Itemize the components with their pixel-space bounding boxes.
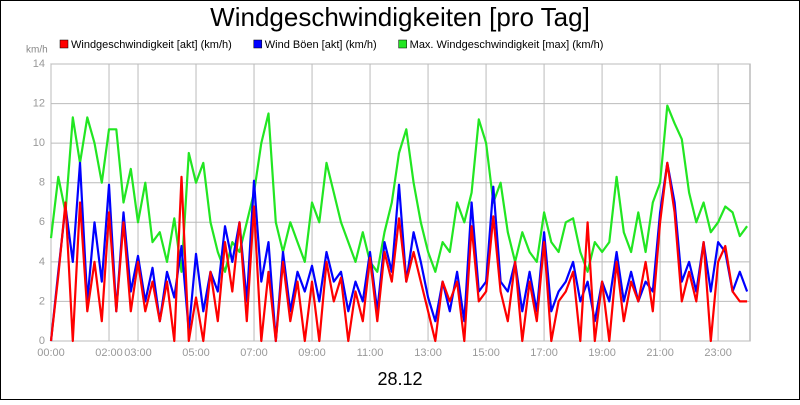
y-tick-label: 2: [39, 295, 45, 307]
x-tick-label: 19:00: [588, 347, 616, 359]
x-tick-label: 21:00: [646, 347, 674, 359]
y-tick-label: 12: [33, 97, 45, 109]
x-tick-label: 13:00: [414, 347, 442, 359]
legend-swatch: [253, 39, 263, 49]
series-line: [49, 161, 748, 343]
legend-label: Max. Windgeschwindigkeit [max] (km/h): [410, 39, 604, 51]
y-tick-label: 6: [39, 216, 45, 228]
x-tick-label: 05:00: [182, 347, 210, 359]
y-tick-label: 8: [39, 177, 45, 189]
x-tick-label: 23:00: [704, 347, 732, 359]
x-tick-label: 11:00: [357, 347, 384, 359]
series-line: [49, 104, 748, 273]
y-tick-label: 14: [33, 58, 45, 70]
x-tick-label: 03:00: [124, 347, 152, 359]
y-unit: km/h: [26, 45, 48, 56]
y-tick-label: 10: [33, 137, 45, 149]
x-tick-label: 07:00: [240, 347, 268, 359]
chart-title: Windgeschwindigkeiten [pro Tag]: [210, 2, 590, 32]
legend-label: Windgeschwindigkeit [akt] (km/h): [71, 39, 232, 51]
legend: Windgeschwindigkeit [akt] (km/h) Wind Böe…: [59, 39, 604, 51]
legend-label: Wind Böen [akt] (km/h): [265, 39, 377, 51]
y-tick-label: 4: [39, 256, 45, 268]
x-axis-label: 28.12: [377, 369, 422, 389]
legend-swatch: [398, 39, 407, 49]
series-line: [49, 161, 749, 343]
x-tick-label: 00:00: [37, 347, 65, 359]
x-tick-label: 17:00: [530, 347, 558, 359]
x-tick-label: 15:00: [472, 347, 500, 359]
y-tick-label: 0: [39, 335, 45, 347]
legend-swatch: [59, 39, 69, 49]
x-tick-label: 02:00: [95, 347, 123, 359]
x-tick-label: 09:00: [298, 347, 326, 359]
